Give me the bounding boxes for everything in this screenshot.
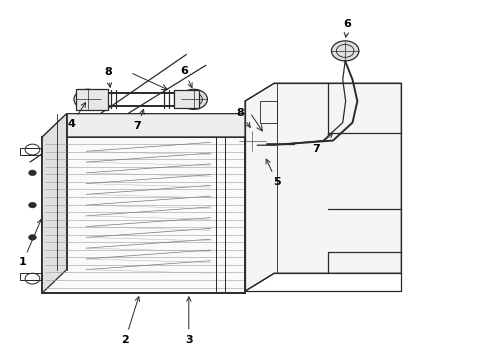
Text: 6: 6 <box>343 19 351 37</box>
Text: 3: 3 <box>185 297 193 345</box>
Circle shape <box>28 234 36 240</box>
Circle shape <box>28 170 36 176</box>
Polygon shape <box>42 137 245 293</box>
Circle shape <box>239 131 266 150</box>
Circle shape <box>272 144 275 146</box>
Circle shape <box>28 202 36 208</box>
Text: 8: 8 <box>104 67 112 87</box>
Text: 1: 1 <box>19 219 42 267</box>
Text: 2: 2 <box>122 297 140 345</box>
Polygon shape <box>42 114 245 137</box>
Text: 7: 7 <box>312 133 333 154</box>
Text: 8: 8 <box>236 108 250 127</box>
Text: 5: 5 <box>266 159 281 187</box>
Circle shape <box>268 144 271 146</box>
Polygon shape <box>76 89 108 110</box>
Polygon shape <box>245 83 401 291</box>
Text: 6: 6 <box>180 66 192 87</box>
Circle shape <box>331 41 359 61</box>
Text: 7: 7 <box>134 109 144 131</box>
Circle shape <box>249 133 280 156</box>
Circle shape <box>25 273 40 284</box>
Polygon shape <box>174 90 198 108</box>
Circle shape <box>74 89 101 109</box>
Text: 4: 4 <box>68 103 86 129</box>
Circle shape <box>25 144 40 155</box>
Polygon shape <box>42 114 67 293</box>
Circle shape <box>180 89 207 109</box>
Circle shape <box>254 136 275 152</box>
